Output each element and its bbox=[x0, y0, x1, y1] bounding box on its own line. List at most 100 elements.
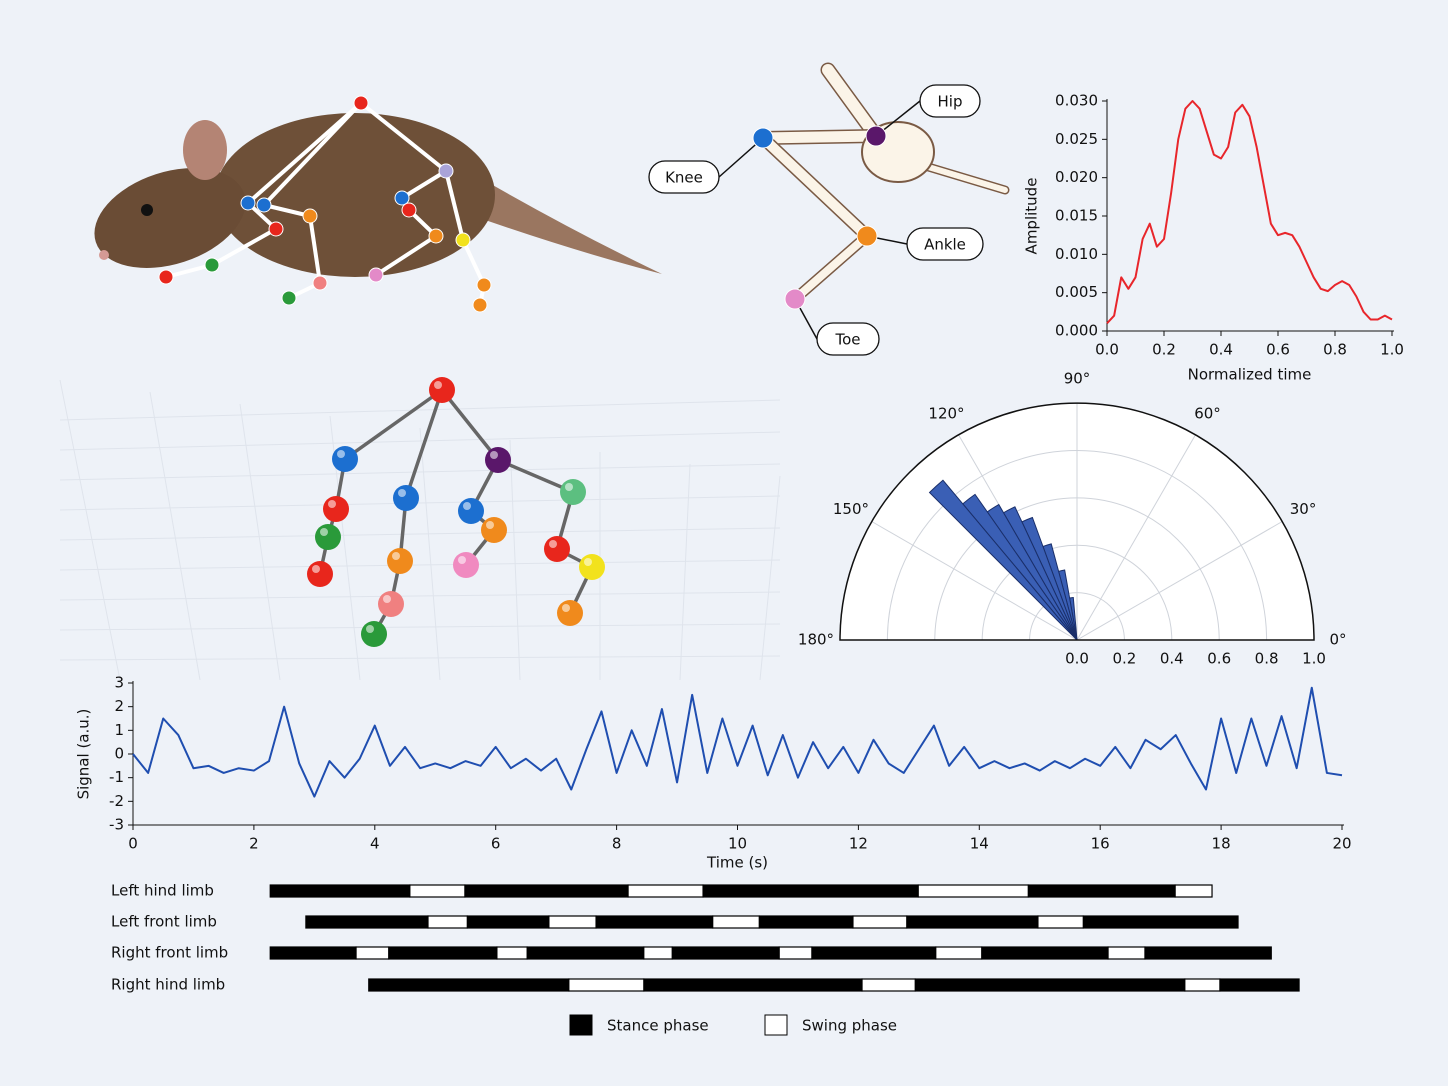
floor-grid bbox=[59, 431, 781, 451]
keypoint bbox=[281, 290, 297, 306]
x-tick-label: 0 bbox=[128, 835, 138, 853]
r-tick-label: 0.6 bbox=[1207, 650, 1231, 668]
label-box bbox=[919, 84, 981, 118]
node-highlight bbox=[328, 500, 336, 508]
r-tick-label: 1.0 bbox=[1302, 650, 1326, 668]
keypoint bbox=[472, 297, 488, 313]
angle-tick-label: 120° bbox=[928, 404, 964, 422]
angle-tick-label: 90° bbox=[1064, 370, 1091, 388]
polar-bar bbox=[928, 479, 1078, 641]
node-highlight bbox=[320, 528, 328, 536]
keypoint bbox=[268, 221, 284, 237]
x-tick-label: 12 bbox=[849, 835, 868, 853]
node-highlight bbox=[392, 552, 400, 560]
limb-label: Right front limb bbox=[111, 944, 228, 962]
joint bbox=[856, 225, 878, 247]
y-tick-label: 0.010 bbox=[1055, 245, 1098, 263]
y-tick-label: 1 bbox=[114, 721, 124, 739]
floor-grid bbox=[59, 463, 781, 481]
keypoint bbox=[428, 228, 444, 244]
keypoint bbox=[353, 95, 369, 111]
graph-node bbox=[323, 496, 349, 522]
x-tick-label: 0.8 bbox=[1323, 341, 1347, 359]
floor-grid bbox=[509, 439, 521, 681]
x-tick-label: 8 bbox=[612, 835, 622, 853]
graph-node bbox=[307, 561, 333, 587]
swing-segment bbox=[778, 946, 813, 960]
stance-segment bbox=[368, 978, 570, 992]
stance-segment bbox=[1082, 915, 1239, 929]
swing-segment bbox=[568, 978, 645, 992]
stance-segment bbox=[702, 884, 919, 898]
stance-segment bbox=[758, 915, 854, 929]
x-tick-label: 0.0 bbox=[1095, 341, 1119, 359]
y-tick-label: -1 bbox=[109, 768, 124, 786]
keypoint-link bbox=[461, 239, 486, 286]
x-tick-label: 0.2 bbox=[1152, 341, 1176, 359]
swing-segment bbox=[548, 915, 597, 929]
stance-segment bbox=[595, 915, 714, 929]
r-tick-label: 0.0 bbox=[1065, 650, 1089, 668]
swing-segment bbox=[1037, 915, 1084, 929]
floor-grid bbox=[239, 403, 281, 681]
mouse-nose bbox=[99, 250, 109, 260]
stance-segment bbox=[269, 884, 411, 898]
angle-grid bbox=[1076, 521, 1283, 641]
x-tick-label: 0.4 bbox=[1209, 341, 1233, 359]
y-tick-label: 2 bbox=[114, 697, 124, 715]
legend-label: Swing phase bbox=[802, 1017, 897, 1035]
swing-segment bbox=[643, 946, 673, 960]
keypoint-link bbox=[263, 203, 311, 218]
graph-node bbox=[485, 447, 511, 473]
floor-grid bbox=[59, 591, 781, 601]
stance-segment bbox=[643, 978, 863, 992]
x-tick-label: 0.6 bbox=[1266, 341, 1290, 359]
keypoint-link bbox=[400, 169, 448, 200]
floor-grid bbox=[59, 623, 781, 631]
limb-label: Left hind limb bbox=[111, 882, 214, 900]
graph-node bbox=[315, 524, 341, 550]
x-tick-label: 14 bbox=[970, 835, 989, 853]
floor-grid bbox=[419, 427, 441, 681]
swing-segment bbox=[935, 946, 983, 960]
stance-segment bbox=[906, 915, 1039, 929]
angle-tick-label: 150° bbox=[833, 500, 869, 518]
floor-grid bbox=[59, 559, 781, 571]
graph-node bbox=[387, 548, 413, 574]
keypoint-link bbox=[359, 101, 448, 173]
stance-segment bbox=[1027, 884, 1176, 898]
y-axis-label: Amplitude bbox=[1023, 178, 1041, 255]
y-tick-label: 0.015 bbox=[1055, 207, 1098, 225]
label-box bbox=[648, 160, 720, 194]
swing-segment bbox=[1107, 946, 1146, 960]
stance-segment bbox=[388, 946, 498, 960]
swing-segment bbox=[917, 884, 1029, 898]
graph-node bbox=[481, 517, 507, 543]
stance-segment bbox=[811, 946, 937, 960]
data-line bbox=[1106, 100, 1393, 325]
swing-segment bbox=[496, 946, 528, 960]
keypoint bbox=[455, 232, 471, 248]
graph-node bbox=[560, 479, 586, 505]
floor-grid bbox=[59, 399, 781, 421]
stance-segment bbox=[981, 946, 1109, 960]
node-highlight bbox=[398, 489, 406, 497]
stance-segment bbox=[269, 946, 357, 960]
joint-label: Toe bbox=[834, 331, 860, 349]
node-highlight bbox=[458, 556, 466, 564]
r-tick-label: 0.2 bbox=[1112, 650, 1136, 668]
x-axis-label: Time (s) bbox=[706, 854, 768, 872]
joint bbox=[784, 288, 806, 310]
swing-segment bbox=[409, 884, 466, 898]
keypoint bbox=[368, 267, 384, 283]
y-tick-label: -2 bbox=[109, 792, 124, 810]
y-tick-label: 3 bbox=[114, 674, 124, 692]
stance-segment bbox=[671, 946, 780, 960]
angle-grid bbox=[1076, 434, 1196, 641]
keypoint bbox=[476, 277, 492, 293]
floor-grid bbox=[59, 495, 781, 511]
joint bbox=[752, 127, 774, 149]
legend-swatch bbox=[764, 1014, 788, 1036]
limb-label: Right hind limb bbox=[111, 976, 225, 994]
